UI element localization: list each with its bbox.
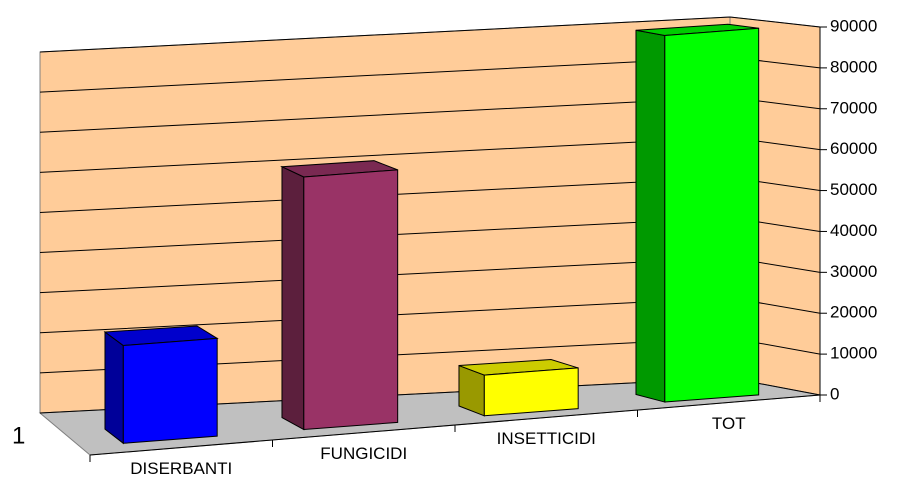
bar-side (104, 331, 124, 445)
y-tick-label: 30000 (830, 262, 877, 281)
y-tick-label: 10000 (830, 344, 877, 363)
y-tick-label: 90000 (830, 16, 877, 35)
y-tick-label: 70000 (830, 98, 877, 117)
bar (483, 367, 579, 417)
bar (303, 169, 399, 431)
x-tick-label: TOT (712, 414, 746, 433)
grid-line (39, 16, 821, 53)
y-tick-label: 20000 (830, 303, 877, 322)
bar-side (281, 165, 305, 431)
y-tick-label: 0 (830, 384, 839, 403)
x-tick-label: DISERBANTI (130, 459, 232, 478)
y-tick-label: 40000 (830, 221, 877, 240)
series-name: 1 (12, 422, 25, 449)
y-tick-label: 80000 (830, 57, 877, 76)
y-tick-label: 60000 (830, 139, 877, 158)
x-tick-label: INSETTICIDI (497, 429, 596, 448)
bar (122, 337, 218, 444)
y-tick-label: 50000 (830, 180, 877, 199)
bar-side (635, 29, 666, 403)
bar (664, 27, 760, 403)
x-tick-label: FUNGICIDI (320, 444, 407, 463)
